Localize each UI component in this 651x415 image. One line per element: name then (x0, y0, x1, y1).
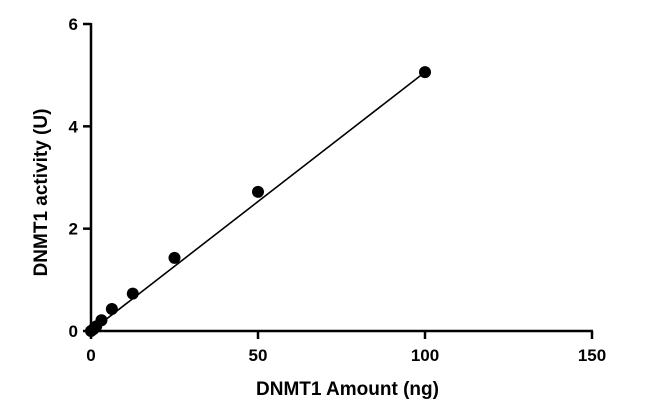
y-tick-label: 6 (69, 15, 78, 34)
fit-line-layer (90, 71, 426, 332)
x-tick-label: 100 (411, 346, 439, 365)
y-axis-ticks: 0 2 4 6 (69, 15, 91, 341)
x-axis-title: DNMT1 Amount (ng) (256, 379, 439, 400)
y-axis-title: DNMT1 activity (U) (31, 109, 52, 277)
x-axis-ticks: 0 50 100 150 (86, 331, 606, 365)
data-points (85, 66, 431, 337)
data-point (95, 314, 108, 327)
data-point (168, 251, 181, 264)
y-tick-label: 4 (69, 117, 79, 136)
x-tick-label: 0 (86, 346, 95, 365)
x-tick-label: 150 (578, 346, 606, 365)
data-point (126, 287, 139, 300)
y-tick-label: 0 (69, 322, 78, 341)
data-point (419, 66, 431, 79)
y-tick-label: 2 (69, 220, 78, 239)
x-tick-label: 50 (249, 346, 268, 365)
data-point (105, 302, 118, 315)
fit-line (90, 71, 426, 332)
data-point (252, 185, 264, 198)
axes (89, 23, 593, 333)
